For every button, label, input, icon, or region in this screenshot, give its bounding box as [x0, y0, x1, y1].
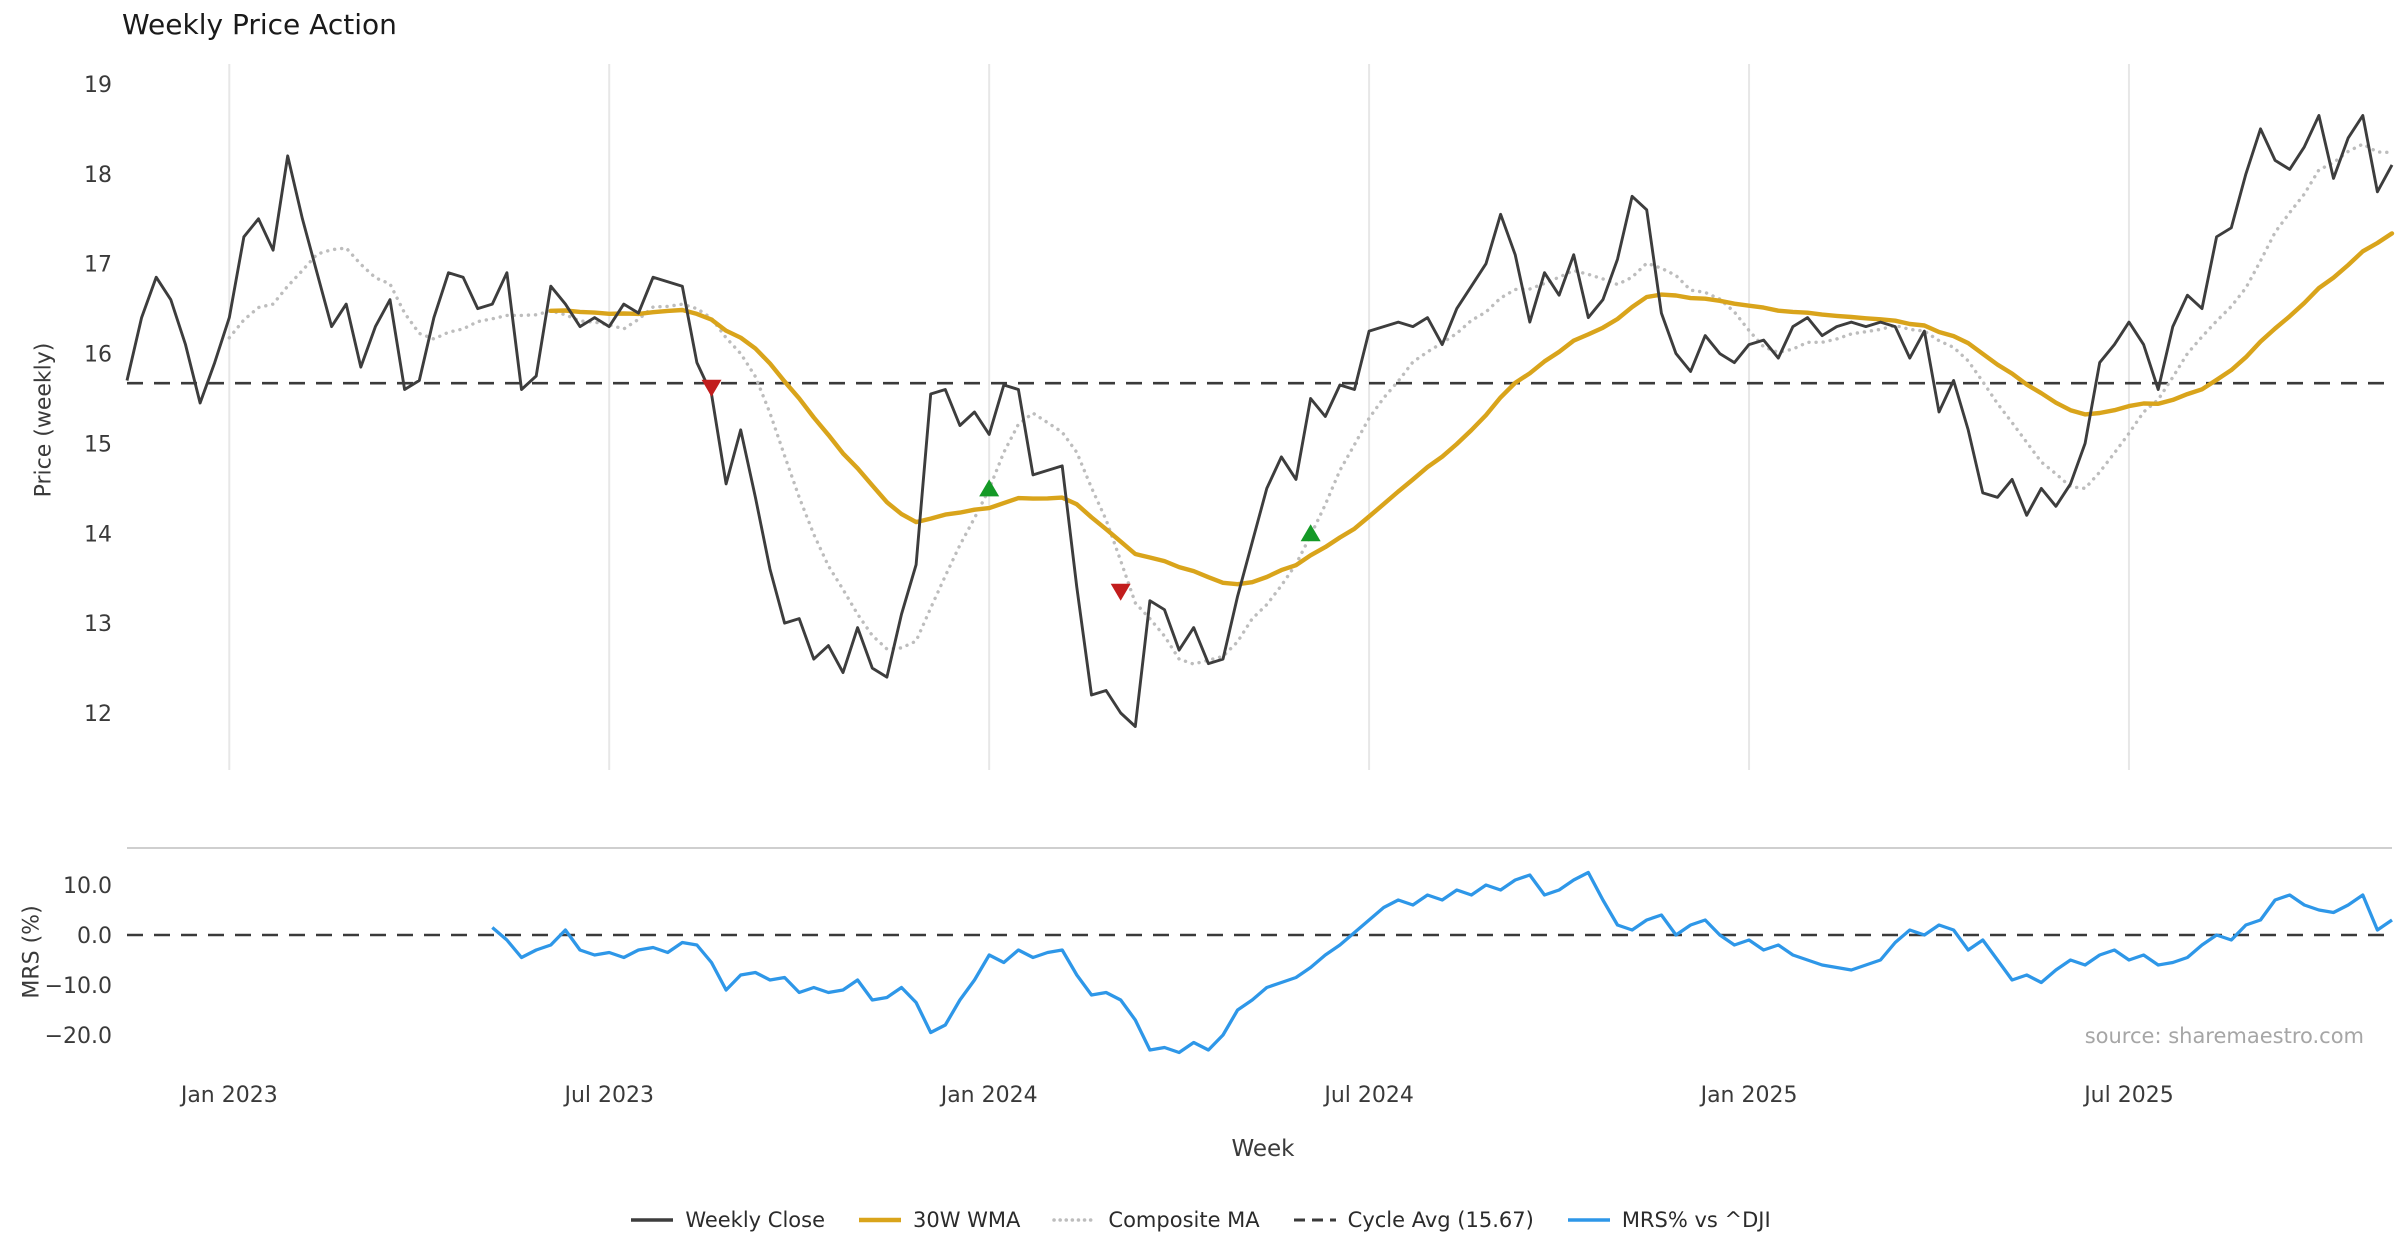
legend-item-composite-ma: Composite MA	[1052, 1208, 1260, 1232]
composite-ma-dotted-swatch	[1052, 1218, 1099, 1222]
legend-label-composite-ma: Composite MA	[1108, 1208, 1260, 1232]
source-watermark: source: sharemaestro.com	[2084, 1024, 2364, 1048]
legend-item-cycle-avg: Cycle Avg (15.67)	[1292, 1208, 1534, 1232]
price-axis-label: Price (weekly)	[31, 342, 57, 498]
legend-label-cycle-avg: Cycle Avg (15.67)	[1347, 1208, 1534, 1232]
legend-item-weekly-close: Weekly Close	[629, 1208, 825, 1232]
cycle-avg-dashed-swatch	[1293, 1218, 1336, 1222]
svg-text:15: 15	[84, 432, 112, 457]
legend-label-weekly-close: Weekly Close	[685, 1208, 825, 1232]
svg-text:10.0: 10.0	[63, 874, 112, 899]
legend: Weekly Close 30W WMA Composite MA Cycle …	[0, 1208, 2400, 1232]
legend-label-30w-wma: 30W WMA	[913, 1208, 1021, 1232]
svg-text:Jul 2025: Jul 2025	[2082, 1083, 2174, 1108]
svg-text:14: 14	[84, 522, 112, 547]
svg-text:−20.0: −20.0	[45, 1024, 112, 1049]
svg-text:Jul 2023: Jul 2023	[562, 1083, 654, 1108]
chart-title: Weekly Price Action	[122, 8, 397, 41]
svg-text:−10.0: −10.0	[45, 974, 112, 999]
svg-text:Jan 2023: Jan 2023	[179, 1083, 278, 1108]
svg-text:Jan 2025: Jan 2025	[1699, 1083, 1798, 1108]
svg-text:18: 18	[84, 163, 112, 188]
svg-text:0.0: 0.0	[77, 924, 112, 949]
svg-text:17: 17	[84, 253, 112, 278]
legend-item-mrs: MRS% vs ^DJI	[1566, 1208, 1771, 1232]
svg-text:Jan 2024: Jan 2024	[939, 1083, 1038, 1108]
mrs-axis-label: MRS (%)	[19, 905, 45, 999]
svg-text:Jul 2024: Jul 2024	[1322, 1083, 1414, 1108]
svg-text:12: 12	[84, 702, 112, 727]
weekly-close-line-swatch	[631, 1218, 674, 1222]
legend-item-30w-wma: 30W WMA	[857, 1208, 1020, 1232]
svg-text:13: 13	[84, 612, 112, 637]
svg-text:19: 19	[84, 73, 112, 98]
wma-line-swatch	[859, 1217, 901, 1223]
legend-label-mrs: MRS% vs ^DJI	[1621, 1208, 1771, 1232]
x-axis-label: Week	[1231, 1136, 1295, 1162]
mrs-line-swatch	[1567, 1218, 1610, 1222]
svg-text:16: 16	[84, 343, 112, 368]
